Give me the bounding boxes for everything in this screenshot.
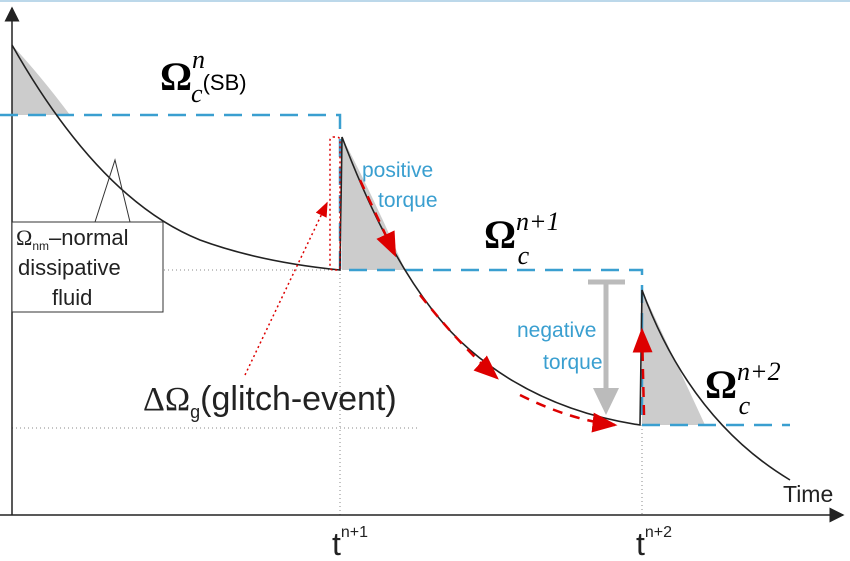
sup: n+2: [645, 524, 672, 541]
spin-curve: [11, 44, 791, 481]
text: torque: [378, 189, 438, 212]
sub: c: [518, 241, 530, 270]
glitch-label: ΔΩg(glitch-event): [143, 380, 397, 422]
omega-n2: Ωn+2 c: [705, 357, 781, 420]
callout-box: [11, 221, 164, 313]
text: –normal: [49, 225, 128, 250]
omega-sb: Ωn c(SB): [160, 45, 247, 108]
sub: c: [739, 391, 751, 420]
t-n2: tn+2: [636, 524, 672, 561]
red-arrows: [358, 179, 653, 433]
sup: n: [192, 45, 205, 74]
x-axis-label: Time: [783, 481, 833, 507]
sup: n+1: [516, 207, 560, 236]
shade: [12, 45, 70, 115]
base: t: [332, 526, 341, 561]
glitch-box: [329, 136, 341, 271]
t-n1: tn+1: [332, 524, 368, 561]
callout-pointer: [94, 158, 131, 223]
sup: n+2: [737, 357, 781, 386]
text: positive: [362, 159, 433, 182]
symbol: ΔΩ: [143, 381, 190, 418]
text: torque: [543, 351, 603, 374]
symbol: Ω: [484, 212, 516, 257]
suffix: (SB): [203, 70, 247, 95]
text: fluid: [52, 285, 92, 310]
negative-torque-arrow: [588, 279, 625, 415]
glitch-pointer: [244, 201, 328, 376]
sub: nm: [32, 239, 49, 253]
omega-n1: Ωn+1 c: [484, 207, 560, 270]
suffix: (glitch-event): [200, 380, 397, 418]
sub: c: [191, 79, 203, 108]
symbol: Ω: [160, 54, 192, 99]
normal-fluid: Ωnm–normal: [16, 225, 129, 253]
symbol: Ω: [16, 225, 32, 250]
symbol: Ω: [705, 362, 737, 407]
guides: [12, 269, 643, 515]
text: dissipative: [18, 255, 121, 280]
text: negative: [517, 319, 596, 342]
sub: g: [190, 402, 200, 422]
sup: n+1: [341, 524, 368, 541]
critical-levels: [0, 113, 790, 427]
base: t: [636, 526, 645, 561]
